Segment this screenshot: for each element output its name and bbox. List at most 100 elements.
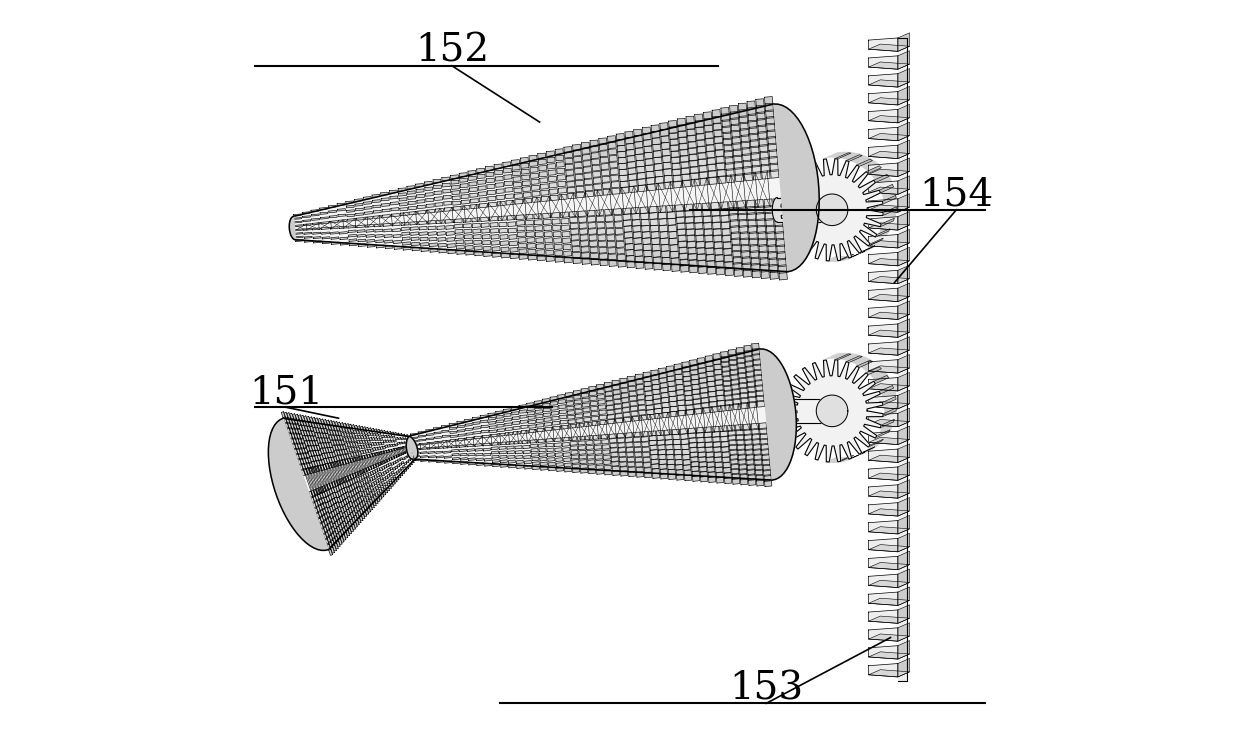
Polygon shape bbox=[779, 265, 787, 273]
Polygon shape bbox=[734, 155, 742, 163]
Polygon shape bbox=[652, 131, 660, 138]
Polygon shape bbox=[497, 429, 505, 432]
Polygon shape bbox=[465, 428, 472, 431]
Polygon shape bbox=[484, 252, 492, 256]
Polygon shape bbox=[651, 231, 660, 239]
Polygon shape bbox=[599, 138, 608, 144]
Polygon shape bbox=[322, 485, 326, 492]
Polygon shape bbox=[677, 229, 686, 236]
Polygon shape bbox=[513, 177, 521, 181]
Polygon shape bbox=[759, 244, 768, 252]
Polygon shape bbox=[775, 225, 784, 233]
Polygon shape bbox=[604, 465, 611, 470]
Polygon shape bbox=[533, 466, 539, 470]
Polygon shape bbox=[697, 146, 706, 153]
Polygon shape bbox=[577, 186, 584, 192]
Polygon shape bbox=[345, 498, 348, 504]
Polygon shape bbox=[476, 168, 485, 172]
Polygon shape bbox=[299, 425, 303, 431]
Polygon shape bbox=[658, 368, 666, 374]
Polygon shape bbox=[358, 498, 362, 503]
Polygon shape bbox=[350, 519, 353, 525]
Polygon shape bbox=[339, 517, 342, 523]
Polygon shape bbox=[593, 171, 601, 178]
Polygon shape bbox=[696, 235, 704, 242]
Polygon shape bbox=[295, 233, 303, 234]
Polygon shape bbox=[744, 172, 753, 181]
Polygon shape bbox=[769, 150, 777, 159]
Polygon shape bbox=[868, 217, 898, 230]
Polygon shape bbox=[565, 393, 573, 396]
Polygon shape bbox=[377, 491, 381, 495]
Polygon shape bbox=[370, 444, 372, 448]
Polygon shape bbox=[575, 174, 583, 180]
Polygon shape bbox=[662, 402, 670, 408]
Polygon shape bbox=[568, 420, 575, 424]
Polygon shape bbox=[552, 421, 559, 425]
Polygon shape bbox=[724, 255, 733, 263]
Polygon shape bbox=[356, 499, 360, 504]
Polygon shape bbox=[868, 181, 898, 195]
Polygon shape bbox=[644, 462, 651, 468]
Polygon shape bbox=[593, 165, 600, 171]
Polygon shape bbox=[667, 459, 675, 465]
Polygon shape bbox=[331, 457, 335, 462]
Polygon shape bbox=[595, 455, 603, 459]
Polygon shape bbox=[342, 520, 346, 526]
Polygon shape bbox=[356, 451, 358, 456]
Polygon shape bbox=[739, 382, 746, 389]
Polygon shape bbox=[656, 430, 663, 435]
Polygon shape bbox=[527, 244, 536, 248]
Polygon shape bbox=[408, 450, 410, 452]
Polygon shape bbox=[368, 449, 371, 453]
Polygon shape bbox=[698, 451, 706, 457]
Polygon shape bbox=[495, 170, 502, 175]
Polygon shape bbox=[361, 496, 363, 501]
Polygon shape bbox=[321, 228, 329, 230]
Polygon shape bbox=[337, 422, 341, 426]
Polygon shape bbox=[728, 349, 737, 356]
Polygon shape bbox=[696, 120, 703, 128]
Polygon shape bbox=[632, 432, 640, 437]
Polygon shape bbox=[687, 128, 696, 136]
Polygon shape bbox=[536, 410, 543, 413]
Polygon shape bbox=[636, 160, 645, 167]
Polygon shape bbox=[626, 255, 635, 262]
Polygon shape bbox=[652, 144, 661, 151]
Polygon shape bbox=[709, 401, 717, 407]
Polygon shape bbox=[356, 213, 363, 216]
Polygon shape bbox=[329, 206, 336, 208]
Polygon shape bbox=[268, 418, 329, 550]
Polygon shape bbox=[360, 456, 363, 460]
Polygon shape bbox=[667, 371, 675, 377]
Polygon shape bbox=[868, 235, 898, 248]
Polygon shape bbox=[714, 364, 722, 370]
Polygon shape bbox=[691, 451, 698, 457]
Polygon shape bbox=[348, 424, 352, 429]
Polygon shape bbox=[572, 459, 579, 463]
Polygon shape bbox=[345, 518, 348, 523]
Polygon shape bbox=[567, 410, 574, 415]
Polygon shape bbox=[641, 442, 649, 447]
Polygon shape bbox=[322, 502, 327, 509]
Polygon shape bbox=[898, 462, 910, 480]
Polygon shape bbox=[370, 437, 372, 441]
Polygon shape bbox=[756, 474, 764, 481]
Polygon shape bbox=[608, 136, 616, 142]
Polygon shape bbox=[508, 235, 517, 239]
Polygon shape bbox=[645, 396, 652, 401]
Polygon shape bbox=[667, 454, 675, 459]
Polygon shape bbox=[330, 430, 334, 435]
Polygon shape bbox=[376, 479, 379, 483]
Polygon shape bbox=[301, 415, 305, 421]
Polygon shape bbox=[476, 463, 484, 465]
Polygon shape bbox=[330, 493, 335, 499]
Polygon shape bbox=[732, 379, 739, 385]
Polygon shape bbox=[582, 148, 590, 154]
Polygon shape bbox=[522, 440, 529, 443]
Polygon shape bbox=[346, 448, 350, 452]
Polygon shape bbox=[738, 200, 745, 208]
Polygon shape bbox=[381, 442, 384, 445]
Polygon shape bbox=[484, 448, 490, 451]
Polygon shape bbox=[378, 478, 381, 482]
